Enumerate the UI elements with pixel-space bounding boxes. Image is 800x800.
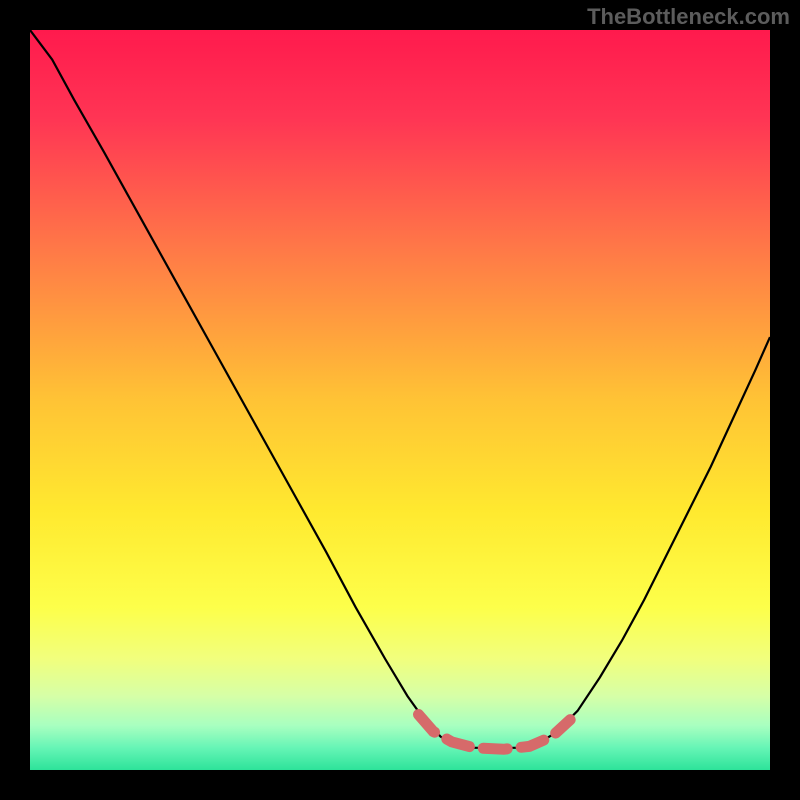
- sweet-spot-indicator: [418, 715, 570, 750]
- watermark-text: TheBottleneck.com: [587, 4, 790, 30]
- bottleneck-curve: [30, 30, 770, 748]
- chart-svg: [30, 30, 770, 770]
- plot-area: [30, 30, 770, 770]
